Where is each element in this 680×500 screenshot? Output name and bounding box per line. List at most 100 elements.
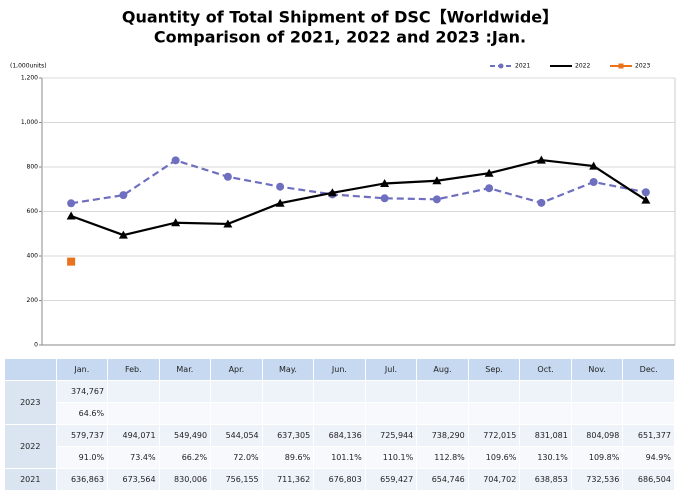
point (641, 195, 651, 204)
point (171, 218, 181, 227)
table-cell: 676,803 (313, 468, 366, 491)
y-tick-label: 0 (34, 342, 38, 349)
table-cell (158, 402, 212, 425)
table-cell: 109.8% (570, 446, 624, 469)
legend-label: 2022 (575, 63, 590, 70)
table-cell: 772,015 (467, 424, 521, 447)
table-cell: 638,853 (519, 468, 572, 491)
table-cell: 637,305 (261, 424, 315, 447)
table-cell: Feb. (107, 358, 160, 381)
table-cell: 725,944 (364, 424, 418, 447)
table-cell: 673,564 (107, 468, 160, 491)
table-cell: 2021 (4, 468, 57, 491)
y-tick-label: 1,200 (21, 75, 38, 82)
table-cell (210, 380, 263, 403)
table-cell: 544,054 (210, 424, 263, 447)
point (432, 195, 441, 204)
table-cell: 2023 (4, 380, 57, 425)
table-cell (364, 380, 418, 403)
table-cell: Dec. (622, 358, 675, 381)
table-cell: 66.2% (158, 446, 212, 469)
table-cell: 684,136 (313, 424, 366, 447)
table-cell: Apr. (210, 358, 263, 381)
line (70, 158, 647, 237)
table-row: Jan. Feb. Mar. Apr. May. Jun. Jul. Aug. Sep. Oct.… (4, 358, 675, 381)
table-cell: 704,702 (467, 468, 521, 491)
table-cell: 94.9% (622, 446, 675, 469)
table-cell: Nov. (570, 358, 624, 381)
y-axis-label: (1,000units) (10, 63, 47, 70)
table-cell (519, 402, 572, 425)
legend-item: 2021 (490, 63, 530, 70)
table-cell: 830,006 (158, 468, 212, 491)
table-cell: 101.1% (313, 446, 366, 469)
y-tick-label: 600 (27, 208, 39, 215)
table-cell: Aug. (416, 358, 469, 381)
table-cell: 651,377 (622, 424, 675, 447)
table-cell (570, 380, 624, 403)
table-cell: 109.6% (467, 446, 521, 469)
table-cell: 374,767 (55, 380, 109, 403)
table-cell (4, 358, 57, 381)
table-cell (313, 380, 366, 403)
series (67, 257, 76, 266)
series (66, 155, 651, 239)
chart-title: Quantity of Total Shipment of DSC【Worldw… (122, 8, 558, 27)
table-cell: 494,071 (107, 424, 160, 447)
chart-subtitle: Comparison of 2021, 2022 and 2023 :Jan. (154, 28, 526, 47)
table-cell: Jun. (313, 358, 366, 381)
point (119, 191, 128, 200)
table-cell (622, 380, 675, 403)
point (380, 194, 389, 203)
table-cell (364, 402, 418, 425)
table-cell (570, 402, 624, 425)
point (276, 182, 285, 191)
table-cell: 72.0% (210, 446, 263, 469)
point (432, 176, 442, 185)
table-cell: 112.8% (416, 446, 469, 469)
table-cell (416, 380, 469, 403)
table-row: 2023 374,767 (4, 380, 675, 425)
data-table: Jan. Feb. Mar. Apr. May. Jun. Jul. Aug. Sep. Oct.… (4, 358, 675, 491)
table-cell (107, 402, 160, 425)
table-row: 91.0% 73.4% 66.2% 72.0% 89.6% 101.1% 110.1% 112… (5, 446, 675, 469)
y-tick-label: 1,000 (21, 119, 38, 126)
table-cell: 110.1% (364, 446, 418, 469)
table-cell (210, 402, 263, 425)
table-cell: 686,504 (622, 468, 675, 491)
table-cell: 549,490 (158, 424, 212, 447)
point (484, 168, 494, 177)
table-cell: 711,362 (261, 468, 315, 491)
table-cell: 732,536 (570, 468, 624, 491)
table-cell (467, 402, 521, 425)
table-cell: Mar. (158, 358, 212, 381)
table-row: 64.6% (5, 402, 675, 425)
table-cell (519, 380, 572, 403)
table-cell: 89.6% (261, 446, 315, 469)
y-tick-label: 200 (27, 297, 39, 304)
table-cell: 130.1% (519, 446, 572, 469)
table-cell (622, 402, 675, 425)
point (537, 198, 546, 207)
table-cell (416, 402, 469, 425)
table-cell: Jan. (55, 358, 109, 381)
table-cell: 659,427 (364, 468, 418, 491)
point (589, 178, 598, 187)
point (536, 155, 546, 164)
table-cell (158, 380, 212, 403)
table-cell: 636,863 (55, 468, 109, 491)
legend-marker (498, 63, 504, 69)
table-cell: 2022 (4, 424, 57, 469)
line (70, 159, 647, 205)
table-cell (467, 380, 521, 403)
table-cell (261, 402, 315, 425)
table-cell: 831,081 (519, 424, 572, 447)
point (275, 198, 285, 207)
table-row: 2021 636,863 673,564 830,006 756,155 711,362 6… (4, 468, 675, 491)
point (485, 184, 494, 193)
legend-label: 2023 (635, 63, 650, 70)
table-cell: 91.0% (55, 446, 109, 469)
table-cell (261, 380, 315, 403)
point (67, 199, 76, 208)
